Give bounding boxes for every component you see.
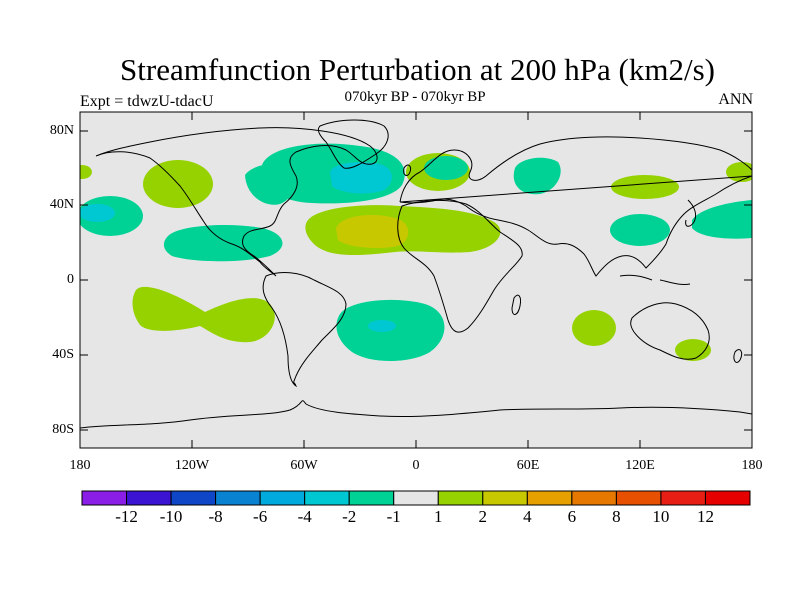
contour-region-europe-core	[424, 156, 468, 180]
contour-region-east-asia-green	[610, 214, 670, 246]
lon-tick-label: 60W	[290, 458, 318, 473]
colorbar-label: -12	[115, 507, 138, 526]
colorbar-swatch	[170, 490, 217, 506]
coastline-south-america	[262, 272, 347, 388]
coastline-antarctica	[80, 400, 752, 429]
contour-region-north-africa-core	[336, 215, 409, 248]
contour-region-indian-ocean	[572, 310, 616, 346]
season-label: ANN	[718, 91, 753, 108]
lat-tick-label: 0	[67, 272, 74, 287]
coastline-greenland	[317, 119, 389, 169]
contour-region-siberia	[513, 157, 561, 195]
colorbar-swatch	[526, 490, 573, 506]
colorbar-label: 12	[696, 507, 714, 526]
colorbar-swatch	[81, 490, 128, 506]
lat-tick-label: 40N	[49, 197, 74, 212]
lon-tick-label: 120E	[625, 458, 655, 473]
coastline-africa	[397, 199, 523, 333]
contour-region-south-pacific	[132, 286, 275, 343]
colorbar-swatch	[259, 490, 306, 506]
plot-title: Streamfunction Perturbation at 200 hPa (…	[120, 52, 715, 87]
colorbar-label: -1	[386, 507, 401, 526]
colorbar-label: 10	[652, 507, 670, 526]
contour-region-north-pacific-east	[692, 200, 752, 239]
colorbar-swatch	[660, 490, 706, 506]
colorbar-label: 6	[567, 507, 577, 526]
contour-region-dateline-north	[80, 165, 92, 179]
experiment-label: Expt = tdwzU-tdacU	[80, 93, 214, 110]
lat-tick-label: 40S	[52, 347, 74, 362]
lat-tick-label: 80N	[49, 123, 74, 138]
lat-tick-label: 80S	[52, 422, 74, 437]
colorbar-swatch	[215, 490, 261, 506]
coastline-australia	[630, 302, 710, 360]
lon-tick-label: 120W	[174, 458, 210, 473]
coastline-indonesia	[619, 274, 691, 285]
contour-region-east-asia	[611, 175, 679, 199]
colorbar-label: -8	[208, 507, 223, 526]
colorbar-swatch	[348, 490, 395, 506]
colorbar-swatch	[704, 490, 751, 506]
colorbar-swatch	[482, 490, 528, 506]
coastline-new-zealand	[733, 349, 743, 363]
lon-tick-label: 180	[69, 458, 91, 473]
contour-region-central-america	[163, 224, 283, 262]
coastline-eurasia	[399, 136, 752, 277]
contour-region-nw-pacific-core	[80, 204, 115, 222]
colorbar-label: 2	[478, 507, 488, 526]
lon-tick-label: 0	[412, 458, 420, 473]
colorbar-label: -6	[253, 507, 268, 526]
contour-region-south-atlantic-core	[368, 320, 396, 332]
contour-region-australia	[675, 339, 711, 361]
colorbar-label: -4	[297, 507, 312, 526]
colorbar-label: -2	[342, 507, 357, 526]
coastlines	[80, 119, 752, 429]
coastline-uk	[403, 164, 411, 176]
coastline-madagascar	[511, 294, 521, 315]
plot-subtitle: 070kyr BP - 070kyr BP	[344, 89, 486, 105]
coastline-north-america	[95, 127, 378, 277]
coastline-japan	[685, 199, 697, 227]
colorbar-label: -10	[159, 507, 183, 526]
colorbar-swatch	[304, 490, 350, 506]
colorbar-swatch	[571, 490, 617, 506]
contour-region-north-atlantic-core	[330, 162, 392, 194]
contour-region-labrador	[245, 164, 296, 205]
colorbar-swatch	[126, 490, 172, 506]
colorbar-swatch	[393, 490, 439, 506]
axis-ticks	[80, 112, 752, 448]
colorbar-swatch	[615, 490, 662, 506]
lon-tick-label: 180	[741, 458, 763, 473]
colorbar-label: 4	[523, 507, 532, 526]
colorbar-swatch	[437, 490, 484, 506]
colorbar-label: 1	[434, 507, 443, 526]
lon-tick-label: 60E	[516, 458, 540, 473]
colorbar-label: 8	[612, 507, 621, 526]
